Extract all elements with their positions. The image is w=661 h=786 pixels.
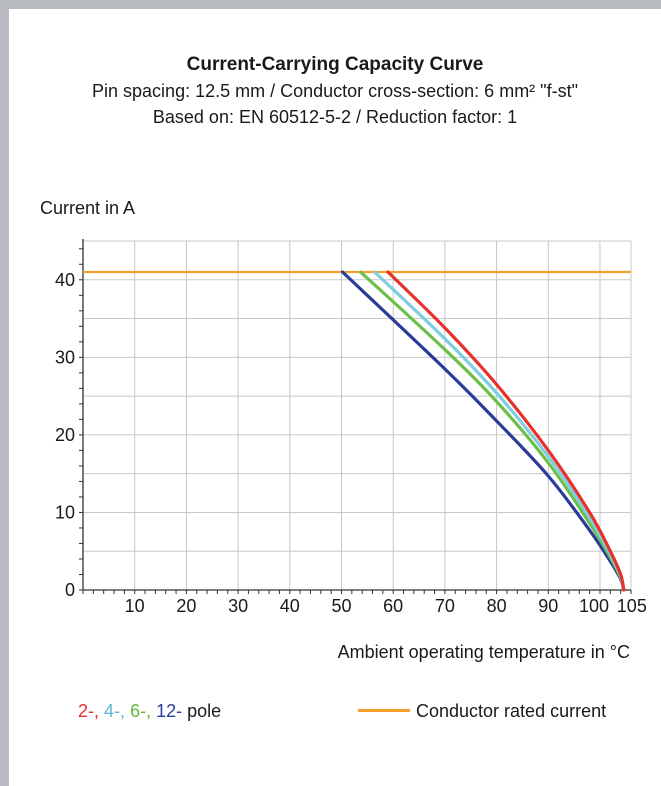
- x-axis-label: Ambient operating temperature in °C: [337, 642, 630, 662]
- legend-series-3: 12-: [156, 701, 183, 721]
- legend-sep-1: ,: [120, 701, 131, 721]
- y-tick-label-10: 10: [55, 502, 75, 522]
- y-tick-label-0: 0: [65, 580, 75, 600]
- series-line-12-pole: [340, 270, 626, 592]
- legend-series-1: 4-: [104, 701, 121, 721]
- x-tick-label-80: 80: [487, 596, 507, 616]
- chart-header: Current-Carrying Capacity Curve Pin spac…: [9, 52, 661, 130]
- chart-subtitle-1: Pin spacing: 12.5 mm / Conductor cross-s…: [92, 81, 578, 101]
- legend-sep-2: ,: [146, 701, 157, 721]
- x-tick-label-20: 20: [176, 596, 196, 616]
- y-tick-label-20: 20: [55, 425, 75, 445]
- y-tick-label-30: 30: [55, 347, 75, 367]
- x-tick-label-40: 40: [280, 596, 300, 616]
- rated-current-legend: Conductor rated current: [358, 701, 606, 722]
- legend-series-2: 6-: [130, 701, 147, 721]
- x-tick-label-50: 50: [331, 596, 351, 616]
- x-tick-label-70: 70: [435, 596, 455, 616]
- chart-title: Current-Carrying Capacity Curve: [186, 54, 484, 75]
- x-tick-label-10: 10: [125, 596, 145, 616]
- y-tick-label-40: 40: [55, 270, 75, 290]
- x-tick-label-30: 30: [228, 596, 248, 616]
- y-axis-label: Current in A: [40, 198, 136, 218]
- legend-sep-0: ,: [94, 701, 105, 721]
- series-line-6-pole: [359, 270, 626, 592]
- pole-legend: 2-, 4-, 6-, 12- pole: [78, 701, 221, 722]
- x-tick-label-105: 105: [617, 596, 647, 616]
- legend-series-0: 2-: [78, 701, 95, 721]
- x-tick-label-100: 100: [579, 596, 609, 616]
- x-tick-label-60: 60: [383, 596, 403, 616]
- chart-subtitle-2: Based on: EN 60512-5-2 / Reduction facto…: [152, 107, 518, 127]
- series-line-2-pole: [386, 270, 626, 592]
- legend-pole-suffix: pole: [187, 701, 222, 721]
- x-tick-label-90: 90: [538, 596, 558, 616]
- rated-current-swatch: [358, 708, 410, 712]
- rated-current-legend-label: Conductor rated current: [416, 701, 607, 721]
